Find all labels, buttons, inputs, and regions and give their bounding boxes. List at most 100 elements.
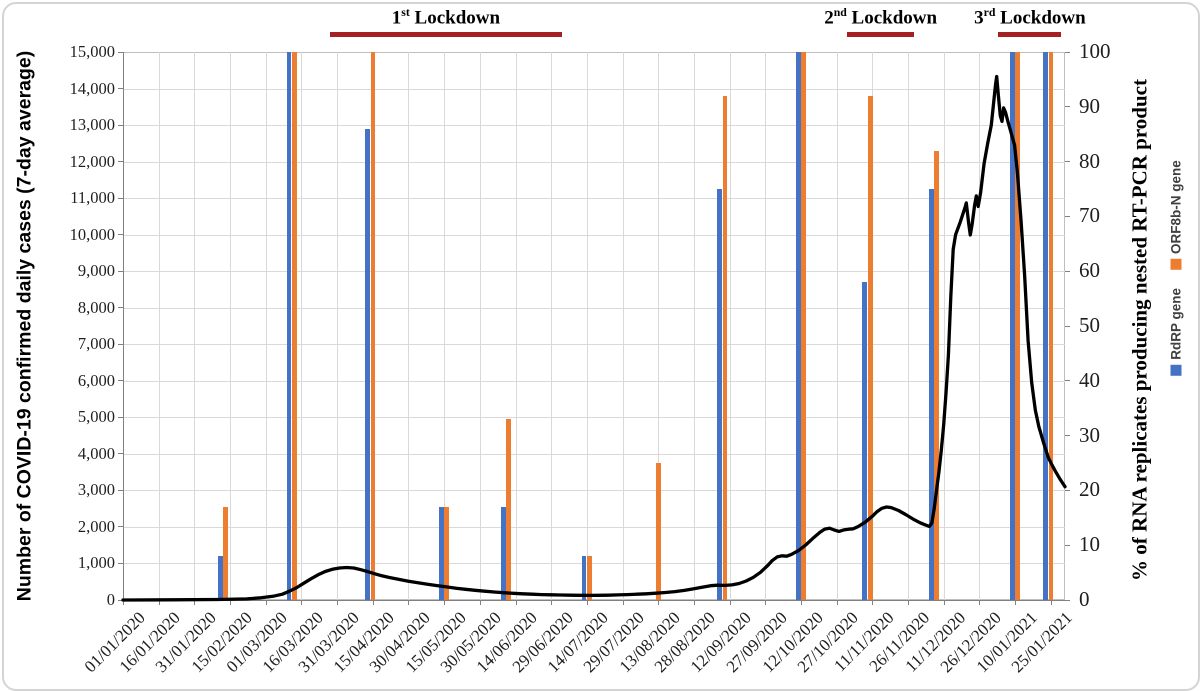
left-axis-tick-label: 4,000 — [77, 443, 115, 463]
left-axis-tick — [118, 88, 123, 90]
lockdown-bar — [329, 32, 562, 37]
x-axis-tick — [729, 600, 731, 605]
x-axis-tick — [337, 600, 339, 605]
right-axis-tick — [1065, 106, 1070, 108]
left-axis-tick — [118, 380, 123, 382]
x-axis-tick — [123, 600, 124, 605]
right-axis-tick-label: 0 — [1079, 587, 1090, 611]
lockdown-label: 1st Lockdown — [391, 6, 501, 29]
lockdown-bar — [847, 32, 914, 37]
left-axis-tick-label: 5,000 — [77, 407, 115, 427]
right-axis-tick-label: 100 — [1079, 39, 1111, 63]
right-axis-tick — [1065, 325, 1070, 327]
gridline-v — [693, 52, 695, 600]
legend-label-orf8b: ORF8b-N gene — [1168, 160, 1184, 254]
bar-orf8b-n-gene — [292, 52, 297, 600]
gridline-v — [230, 52, 232, 600]
left-axis-tick-label: 7,000 — [77, 334, 115, 354]
daily-cases-line-svg — [121, 74, 1067, 602]
x-axis-tick — [444, 600, 446, 605]
x-axis-tick — [551, 600, 553, 605]
left-axis-tick-label: 13,000 — [69, 115, 115, 135]
gridline-h — [123, 526, 1065, 528]
x-axis-tick — [158, 600, 160, 605]
gridline-h — [123, 234, 1065, 236]
gridline-h — [123, 344, 1065, 346]
left-axis-tick-label: 6,000 — [77, 370, 115, 390]
left-axis-tick — [118, 343, 123, 345]
lockdown-bar — [998, 32, 1062, 37]
bar-orf8b-n-gene — [1048, 52, 1054, 600]
left-axis-tick-label: 1,000 — [77, 553, 115, 573]
bar-rdrp-gene — [286, 52, 292, 600]
x-axis-tick — [658, 600, 660, 605]
bar-rdrp-gene — [500, 506, 506, 600]
gridline-v — [408, 52, 410, 600]
gridline-h — [123, 380, 1065, 382]
x-axis-tick — [979, 600, 981, 605]
gridline-h — [123, 161, 1065, 163]
right-axis-tick — [1065, 380, 1070, 382]
gridline-v — [586, 52, 588, 600]
right-axis-tick — [1065, 161, 1070, 163]
bar-rdrp-gene — [928, 189, 934, 600]
left-axis-tick — [118, 453, 123, 455]
x-axis-tick — [265, 600, 267, 605]
x-axis-tick — [586, 600, 588, 605]
gridline-v — [908, 52, 909, 600]
right-axis-tick-label: 30 — [1079, 422, 1100, 447]
right-axis-title: % of RNA replicates producing nested RT-… — [1127, 79, 1152, 581]
gridline-v — [444, 52, 446, 600]
bar-orf8b-n-gene — [444, 506, 450, 600]
x-axis-tick — [372, 600, 374, 605]
gridline-h — [123, 88, 1065, 90]
right-axis-tick — [1065, 489, 1070, 491]
right-axis-tick — [1065, 51, 1070, 53]
legend-item-rdrp: RdRP gene — [1169, 288, 1184, 376]
left-axis-tick-label: 0 — [106, 590, 115, 609]
right-axis-tick-label: 60 — [1079, 258, 1100, 283]
bar-orf8b-n-gene — [1015, 52, 1021, 600]
x-axis-tick — [1015, 600, 1017, 605]
lockdown-label: 2nd Lockdown — [824, 6, 938, 29]
bar-rdrp-gene — [217, 556, 223, 600]
x-axis-tick — [479, 600, 481, 605]
left-axis-tick — [118, 526, 123, 528]
bar-orf8b-n-gene — [934, 150, 940, 600]
x-axis-tick — [943, 600, 945, 605]
x-axis-tick — [800, 600, 802, 605]
gridline-h — [123, 453, 1065, 455]
bar-orf8b-n-gene — [867, 95, 873, 600]
bar-rdrp-gene — [581, 556, 587, 600]
y-axis-line — [123, 52, 124, 600]
bar-orf8b-n-gene — [587, 556, 592, 600]
left-axis-tick-label: 3,000 — [77, 480, 115, 500]
bar-rdrp-gene — [365, 128, 370, 600]
bar-rdrp-gene — [795, 52, 801, 600]
right-axis-tick-label: 90 — [1079, 93, 1100, 118]
bar-rdrp-gene — [438, 506, 444, 600]
left-axis-tick-label: 9,000 — [77, 261, 115, 281]
x-axis-tick — [408, 600, 410, 605]
gridline-v — [622, 52, 624, 600]
left-axis-tick — [118, 489, 123, 491]
left-axis-tick-label: 15,000 — [69, 42, 115, 61]
x-axis-tick — [765, 600, 767, 605]
right-axis-tick-label: 70 — [1079, 203, 1100, 228]
gridline-v — [301, 52, 303, 600]
right-axis-tick-label: 20 — [1079, 477, 1100, 502]
bar-rdrp-gene — [717, 189, 723, 600]
gridline-v — [729, 52, 731, 600]
x-axis-tick — [230, 600, 232, 605]
gridline-h — [123, 198, 1065, 200]
left-axis-tick-label: 8,000 — [77, 297, 115, 317]
gridline-v — [515, 52, 517, 600]
right-axis-tick — [1065, 435, 1070, 437]
gridline-h — [123, 271, 1065, 273]
left-axis-tick — [118, 124, 123, 126]
left-axis-tick — [118, 307, 123, 309]
legend-swatch-rdrp-icon — [1170, 364, 1182, 376]
legend-label-rdrp: RdRP gene — [1168, 288, 1184, 360]
bar-rdrp-gene — [862, 282, 868, 600]
